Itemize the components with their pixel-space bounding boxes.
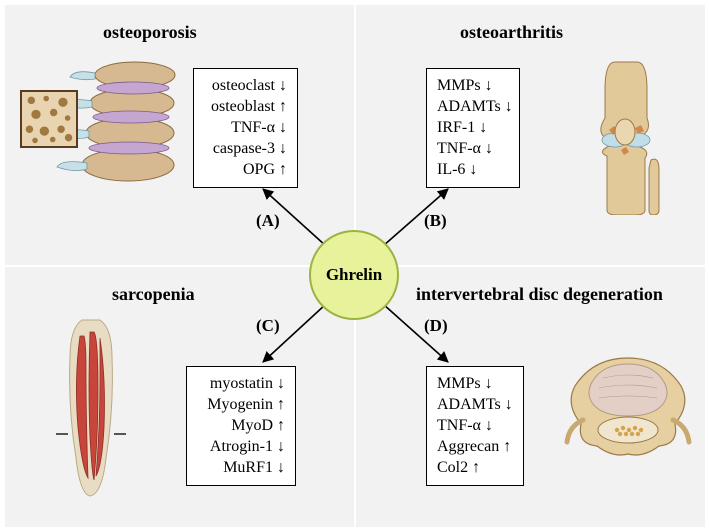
listbox-D: MMPs ↓ ADAMTs ↓ TNF-α ↓ Aggrecan ↑ Col2 …	[426, 366, 524, 486]
list-item: TNF-α ↓	[437, 138, 509, 159]
list-item: ADAMTs ↓	[437, 394, 513, 415]
list-item: osteoblast ↑	[204, 96, 287, 117]
list-item: MMPs ↓	[437, 75, 509, 96]
listbox-A: osteoclast ↓ osteoblast ↑ TNF-α ↓ caspas…	[193, 68, 298, 188]
list-item: OPG ↑	[204, 159, 287, 180]
list-item: TNF-α ↓	[204, 117, 287, 138]
label-B: (B)	[424, 211, 447, 231]
vertebra-disc-illustration	[563, 350, 693, 460]
title-osteoporosis: osteoporosis	[103, 22, 197, 43]
leg-muscle-illustration	[56, 318, 126, 498]
list-item: osteoclast ↓	[204, 75, 287, 96]
label-A: (A)	[256, 211, 280, 231]
figure-canvas: osteoporosis osteoarthritis sarcopenia i…	[0, 0, 709, 532]
title-sarcopenia: sarcopenia	[112, 284, 195, 305]
list-item: IRF-1 ↓	[437, 117, 509, 138]
label-C: (C)	[256, 316, 280, 336]
list-item: IL-6 ↓	[437, 159, 509, 180]
label-D: (D)	[424, 316, 448, 336]
list-item: MuRF1 ↓	[197, 457, 285, 478]
ghrelin-label: Ghrelin	[326, 265, 382, 285]
ghrelin-node: Ghrelin	[309, 230, 399, 320]
listbox-B: MMPs ↓ ADAMTs ↓ IRF-1 ↓ TNF-α ↓ IL-6 ↓	[426, 68, 520, 188]
list-item: Myogenin ↑	[197, 394, 285, 415]
title-osteoarthritis: osteoarthritis	[460, 22, 563, 43]
list-item: caspase-3 ↓	[204, 138, 287, 159]
list-item: Atrogin-1 ↓	[197, 436, 285, 457]
listbox-C: myostatin ↓ Myogenin ↑ MyoD ↑ Atrogin-1 …	[186, 366, 296, 486]
list-item: Col2 ↑	[437, 457, 513, 478]
list-item: MyoD ↑	[197, 415, 285, 436]
list-item: MMPs ↓	[437, 373, 513, 394]
list-item: TNF-α ↓	[437, 415, 513, 436]
list-item: myostatin ↓	[197, 373, 285, 394]
knee-joint-illustration	[575, 60, 680, 215]
title-ivdd: intervertebral disc degeneration	[416, 284, 663, 305]
bone-microstructure-inset	[20, 90, 78, 148]
list-item: Aggrecan ↑	[437, 436, 513, 457]
list-item: ADAMTs ↓	[437, 96, 509, 117]
